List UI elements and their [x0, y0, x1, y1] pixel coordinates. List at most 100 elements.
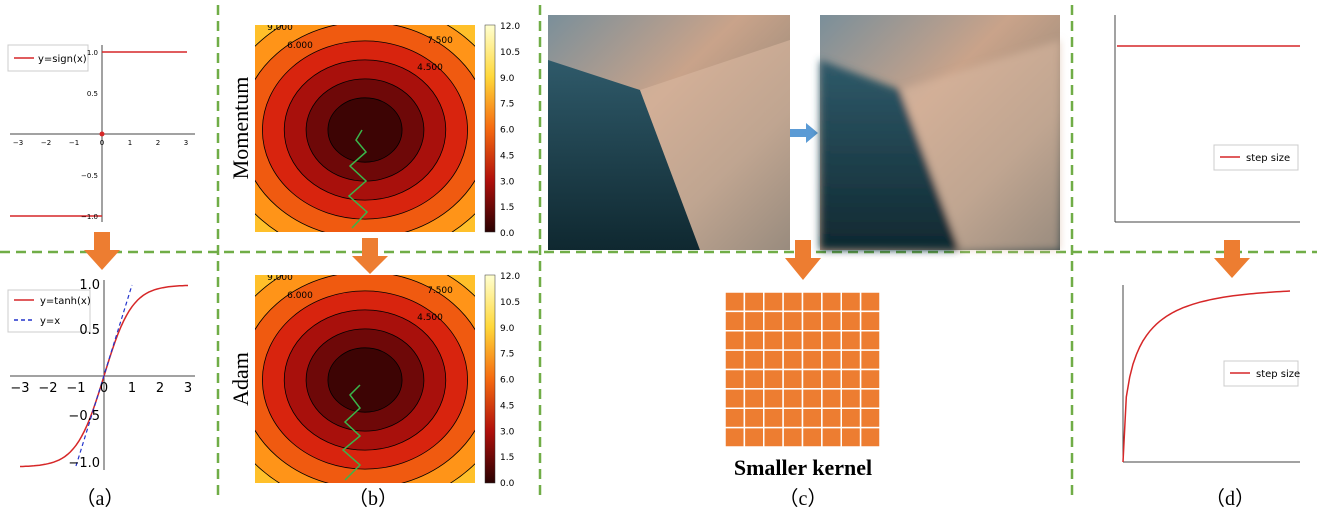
kernel-cell — [803, 350, 822, 369]
x-tick-label: −3 — [10, 381, 29, 396]
kernel-cell — [861, 292, 880, 311]
axes — [1115, 15, 1300, 462]
colorbar-label: 7.5 — [500, 100, 514, 110]
contour-label: 6.000 — [287, 291, 313, 301]
kernel-cell — [764, 311, 783, 330]
kernel-cell — [803, 408, 822, 427]
y-tick-label: −0.5 — [81, 172, 98, 180]
kernel-cell — [822, 428, 841, 447]
colorbar-label: 4.5 — [500, 401, 514, 411]
colorbar — [485, 275, 495, 483]
kernel-cell — [861, 428, 880, 447]
kernel-cell — [803, 389, 822, 408]
legend-text: step size — [1246, 153, 1290, 164]
kernel-cell — [841, 311, 860, 330]
x-tick-label: 1 — [128, 381, 136, 396]
contour-label: 9.000 — [267, 23, 293, 33]
x-tick-label: 2 — [156, 139, 160, 147]
colorbar-label: 4.5 — [500, 151, 514, 161]
x-tick-label: −1 — [69, 139, 79, 147]
kernel-cell — [764, 331, 783, 350]
kernel-cell — [725, 292, 744, 311]
kernel-cell — [783, 311, 802, 330]
colorbar-label: 1.5 — [500, 203, 514, 213]
kernel-cell — [744, 389, 763, 408]
y-label: Adam — [228, 352, 253, 406]
kernel-cell — [764, 428, 783, 447]
x-tick-label: −2 — [41, 139, 51, 147]
kernel-cell — [822, 370, 841, 389]
y-tick-label: −1.0 — [81, 213, 98, 221]
kernel-cell — [841, 389, 860, 408]
kernel-cell — [725, 389, 744, 408]
kernel-cell — [861, 311, 880, 330]
colorbar-label: 0.0 — [500, 229, 515, 239]
x-tick-label: 0 — [100, 139, 104, 147]
kernel-cell — [744, 350, 763, 369]
x-tick-label: 3 — [184, 381, 192, 396]
colorbar-label: 3.0 — [500, 427, 515, 437]
kernel-cell — [744, 428, 763, 447]
kernel-cell — [803, 331, 822, 350]
kernel-cell — [841, 408, 860, 427]
y-tick-label: 1.0 — [87, 49, 98, 57]
kernel-cell — [822, 350, 841, 369]
contour-label: 6.000 — [287, 41, 313, 51]
kernel-cell — [803, 428, 822, 447]
kernel-cell — [841, 331, 860, 350]
kernel-cell — [861, 350, 880, 369]
kernel-cell — [764, 350, 783, 369]
photo-original — [548, 15, 790, 250]
y-tick-label: 1.0 — [79, 278, 100, 293]
y-tick-label: 0.5 — [79, 323, 100, 338]
colorbar-label: 12.0 — [500, 22, 520, 32]
colorbar-label: 9.0 — [500, 324, 515, 334]
x-tick-label: −2 — [38, 381, 57, 396]
contour-label: 7.500 — [427, 36, 453, 46]
kernel-cell — [764, 408, 783, 427]
contour-level — [328, 348, 402, 412]
legend-text: y=x — [40, 316, 60, 327]
x-tick-label: 0 — [100, 381, 108, 396]
kernel-cell — [841, 428, 860, 447]
kernel-cell — [725, 311, 744, 330]
kernel-cell — [783, 331, 802, 350]
kernel-cell — [725, 428, 744, 447]
y-label: Momentum — [228, 77, 253, 180]
kernel-cell — [783, 428, 802, 447]
kernel-cell — [783, 370, 802, 389]
kernel-cell — [744, 370, 763, 389]
colorbar-label: 9.0 — [500, 74, 515, 84]
kernel-grid — [725, 292, 880, 447]
legend-text: step size — [1256, 369, 1300, 380]
colorbar-label: 10.5 — [500, 48, 520, 58]
x-tick-label: 1 — [128, 139, 132, 147]
kernel-cell — [861, 370, 880, 389]
y-tick-label: 0.5 — [87, 90, 98, 98]
colorbar-label: 6.0 — [500, 126, 515, 136]
kernel-cell — [822, 292, 841, 311]
photo-blurred — [820, 15, 1060, 250]
colorbar-label: 7.5 — [500, 350, 514, 360]
kernel-cell — [764, 389, 783, 408]
kernel-cell — [783, 389, 802, 408]
figure: y=sign(x) y=tanh(x) y=x 9.0006.0007.5004… — [0, 0, 1317, 514]
kernel-cell — [822, 389, 841, 408]
kernel-cell — [822, 311, 841, 330]
colorbar — [485, 25, 495, 232]
sign-zero — [100, 132, 105, 137]
caption: Smaller kernel — [734, 455, 872, 480]
kernel-cell — [803, 292, 822, 311]
kernel-cell — [841, 350, 860, 369]
kernel-cell — [725, 350, 744, 369]
contour-label: 9.000 — [267, 273, 293, 283]
kernel-cell — [841, 292, 860, 311]
kernel-cell — [783, 350, 802, 369]
x-tick-label: −1 — [66, 381, 85, 396]
colorbar-label: 10.5 — [500, 298, 520, 308]
kernel-cell — [803, 311, 822, 330]
panel-label: （b） — [348, 487, 398, 510]
x-tick-label: 2 — [156, 381, 164, 396]
colorbar-label: 1.5 — [500, 453, 514, 463]
kernel-cell — [744, 292, 763, 311]
